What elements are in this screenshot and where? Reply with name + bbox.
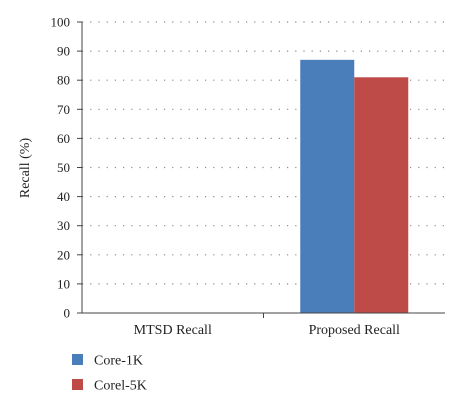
y-tick-label: 90 — [57, 44, 70, 59]
y-tick-label: 50 — [57, 160, 70, 175]
y-tick-label: 0 — [64, 306, 71, 321]
legend-swatch — [72, 379, 83, 390]
x-category-label: MTSD Recall — [134, 323, 212, 338]
y-tick-label: 20 — [57, 247, 70, 262]
y-tick-label: 70 — [57, 102, 70, 117]
y-axis-title: Recall (%) — [18, 138, 33, 199]
y-tick-labels: 0 10 20 30 40 50 60 70 80 90 100 — [51, 15, 71, 321]
axes — [81, 22, 445, 318]
gridlines — [77, 21, 445, 314]
x-category-label: Proposed Recall — [309, 323, 400, 338]
bar-corel-5k — [354, 77, 409, 313]
bar-core-1k — [300, 59, 355, 313]
y-tick-label: 30 — [57, 218, 70, 233]
y-tick-label: 40 — [57, 189, 70, 204]
legend-label: Corel-5K — [94, 379, 147, 394]
legend-label: Core-1K — [94, 354, 143, 369]
category-labels: MTSD Recall Proposed Recall — [134, 323, 400, 338]
bars — [300, 59, 409, 313]
y-tick-label: 60 — [57, 131, 70, 146]
y-tick-label: 80 — [57, 73, 70, 88]
legend-swatch — [72, 354, 83, 365]
legend: Core-1K Corel-5K — [72, 354, 147, 394]
y-tick-label: 10 — [57, 276, 70, 291]
y-tick-label: 100 — [51, 15, 71, 30]
